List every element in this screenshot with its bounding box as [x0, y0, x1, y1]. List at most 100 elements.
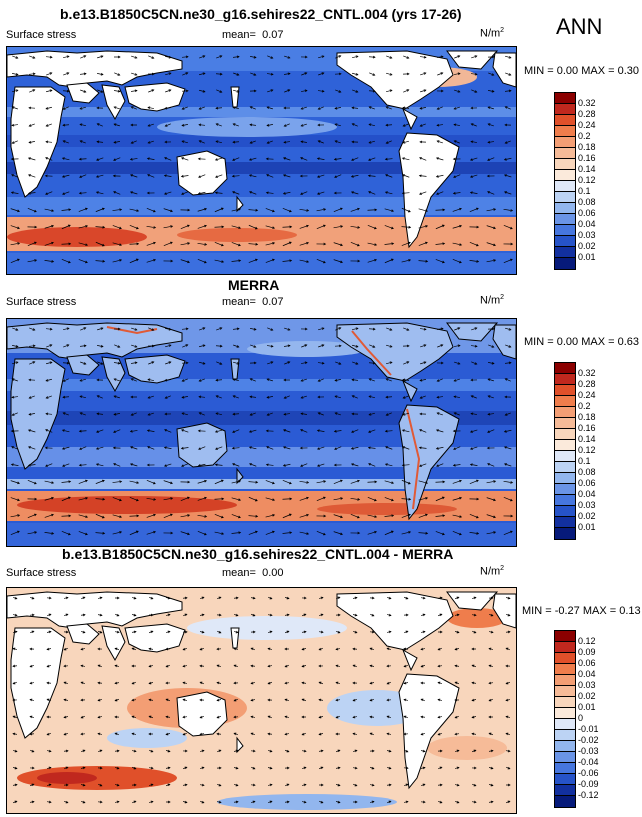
stress-arrow-head [419, 140, 423, 144]
stress-arrow-head [357, 498, 361, 501]
stress-arrow-head [407, 513, 411, 517]
stress-arrow [45, 463, 53, 467]
stress-arrow-head [146, 191, 150, 195]
stress-arrow-head [282, 157, 286, 160]
stress-arrow [96, 429, 104, 433]
stress-arrow [333, 479, 343, 485]
stress-arrow [181, 429, 189, 433]
stress-arrow-head [236, 55, 240, 59]
stress-arrow-head [266, 174, 269, 177]
stress-arrow-head [113, 378, 117, 381]
stress-arrow [78, 514, 88, 518]
stress-arrow-head [487, 378, 491, 381]
stress-arrow-head [34, 531, 38, 534]
stress-arrow [505, 72, 511, 76]
stress-arrow [352, 344, 358, 348]
stress-arrow-head [29, 647, 33, 651]
stress-arrow [470, 345, 478, 347]
stress-arrow-head [12, 664, 16, 668]
stress-arrow-head [219, 90, 223, 93]
stress-arrow [420, 123, 426, 127]
stress-arrow [148, 395, 154, 399]
stress-arrow-head [83, 55, 87, 58]
stress-arrow-head [253, 327, 257, 331]
stress-arrow [45, 328, 53, 330]
stress-arrow-head [334, 106, 338, 110]
stress-arrow-head [403, 732, 407, 736]
colorbar-tick-label: 0.18 [578, 142, 596, 152]
stress-arrow-head [504, 141, 508, 144]
stress-arrow-head [423, 55, 427, 59]
stress-arrow [96, 157, 104, 161]
stress-arrow-head [27, 157, 31, 160]
stress-arrow-head [236, 362, 240, 365]
stress-arrow [11, 174, 19, 178]
stress-arrow [282, 532, 292, 534]
stress-arrow-head [304, 55, 308, 59]
stress-arrow-head [300, 429, 303, 432]
stress-arrow-head [284, 732, 288, 736]
stress-arrow [181, 175, 189, 177]
stress-arrow [10, 258, 20, 264]
stress-arrow-head [152, 209, 156, 213]
stress-arrow-head [283, 140, 287, 144]
stress-arrow [131, 140, 137, 144]
stress-arrow [402, 157, 410, 161]
stress-arrow [486, 514, 496, 518]
stress-arrow [232, 157, 240, 161]
stress-arrow-head [402, 413, 406, 416]
stress-arrow-head [436, 123, 440, 127]
stress-arrow [436, 396, 444, 398]
stress-arrow-head [306, 496, 309, 500]
stress-arrow-head [14, 783, 18, 787]
stress-arrow [487, 413, 495, 415]
stress-arrow [350, 480, 360, 484]
land-eurasia-w [7, 591, 183, 629]
stress-arrow-head [163, 192, 167, 195]
stress-arrow [198, 174, 206, 178]
colorbar-tick-label: -0.12 [578, 790, 599, 800]
stress-arrow-head [255, 514, 259, 518]
stress-arrow-head [475, 207, 479, 211]
stress-arrow [299, 225, 309, 229]
stress-arrow [28, 141, 36, 143]
stress-arrow-head [131, 698, 135, 702]
stress-arrow-head [386, 698, 390, 702]
stress-arrow [12, 327, 18, 331]
stress-arrow-head [403, 681, 407, 685]
stress-arrow-head [406, 361, 410, 364]
colorbar-tick-label: 0.04 [578, 219, 596, 229]
stress-arrow-head [170, 481, 173, 485]
land-arabia [66, 623, 100, 645]
stress-arrow [301, 395, 307, 399]
stress-arrow-head [386, 732, 390, 736]
stress-arrow [79, 158, 87, 160]
stress-arrow [180, 224, 190, 230]
stress-arrow-head [419, 464, 422, 467]
stress-arrow [436, 328, 444, 330]
stress-arrow-head [442, 242, 446, 246]
stress-arrow [318, 327, 324, 331]
stress-arrow-head [456, 630, 460, 634]
stress-arrow-head [510, 209, 514, 212]
stress-arrow [249, 191, 257, 195]
stress-arrow [385, 191, 393, 195]
stress-arrow-head [148, 698, 152, 702]
stress-arrow-head [187, 480, 191, 484]
stress-arrow [384, 243, 394, 245]
colorbar-tick-label: 0.08 [578, 197, 596, 207]
stress-arrow [197, 497, 207, 501]
stress-arrow [420, 89, 426, 93]
stress-arrow-head [131, 715, 135, 719]
stress-arrow [198, 396, 206, 398]
stress-arrow-head [352, 664, 356, 668]
stress-arrow-head [508, 345, 512, 348]
stress-arrow-head [350, 447, 354, 450]
stress-arrow [27, 241, 37, 247]
stress-arrow-head [197, 192, 201, 195]
stress-arrow-head [510, 481, 514, 484]
stress-arrow-head [419, 106, 423, 110]
stress-arrow [401, 259, 411, 263]
stress-arrow-head [322, 496, 326, 500]
stress-arrow-head [129, 191, 133, 194]
